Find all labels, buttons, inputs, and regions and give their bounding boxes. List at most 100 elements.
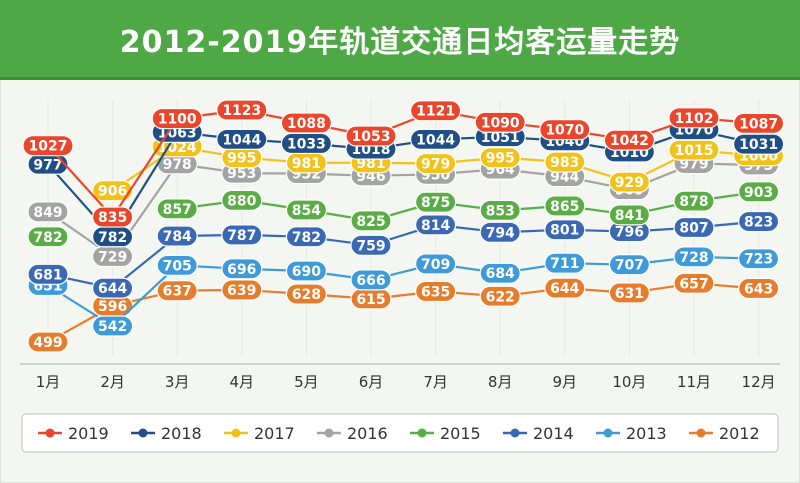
data-label: 1042 <box>610 133 649 149</box>
data-label: 857 <box>163 202 192 218</box>
data-point-marker <box>479 199 521 221</box>
data-point-marker <box>22 135 74 157</box>
data-point-marker <box>608 204 651 226</box>
x-tick-label: 11月 <box>677 373 711 391</box>
data-point-marker <box>345 125 397 147</box>
data-label: 782 <box>292 230 321 246</box>
x-tick-label: 4月 <box>230 373 255 391</box>
data-point-marker <box>415 152 457 175</box>
data-label: 979 <box>421 157 450 173</box>
data-label: 903 <box>744 185 773 201</box>
data-point-marker <box>544 277 586 299</box>
data-point-marker <box>544 219 586 241</box>
data-label: 1015 <box>675 143 714 159</box>
data-label: 854 <box>292 203 321 219</box>
legend: 2019 2018 2017 2016 2015 2014 2013 2012 <box>21 413 779 453</box>
data-label: 1102 <box>675 111 714 127</box>
data-point-marker <box>410 128 462 150</box>
data-point-marker <box>156 254 198 277</box>
x-tick-label: 7月 <box>423 373 448 391</box>
data-point-marker <box>91 180 134 202</box>
data-label: 906 <box>98 184 127 200</box>
data-label: 596 <box>98 299 127 315</box>
data-point-marker <box>608 171 651 193</box>
data-point-marker <box>479 146 521 169</box>
legend-item-2018: 2018 <box>131 424 202 443</box>
data-label: 729 <box>98 249 127 265</box>
data-point-marker <box>415 280 457 303</box>
data-point-marker <box>737 181 780 203</box>
data-label: 1024 <box>158 140 197 156</box>
data-label: 995 <box>486 151 515 167</box>
data-label: 794 <box>486 225 515 241</box>
data-label: 1087 <box>739 116 778 132</box>
data-label: 1031 <box>739 137 778 153</box>
data-label: 787 <box>227 228 256 244</box>
data-point-marker <box>216 99 268 121</box>
data-point-marker <box>221 279 263 301</box>
x-tick-label: 8月 <box>488 373 513 391</box>
series-2014: 681 644 784 787 782 759 814 794 801 796 807 823 <box>27 210 780 299</box>
data-point-marker <box>156 280 198 302</box>
data-label: 1027 <box>29 139 68 155</box>
data-point-marker <box>221 189 263 211</box>
data-point-marker <box>221 224 263 246</box>
legend-label: 2019 <box>68 424 109 443</box>
legend-item-2012: 2012 <box>689 424 760 443</box>
data-label: 1063 <box>158 125 197 141</box>
data-label: 853 <box>486 203 515 219</box>
data-point-marker <box>732 133 785 155</box>
x-tick-label: 2月 <box>100 373 125 391</box>
x-tick-label: 3月 <box>165 373 190 391</box>
data-label: 880 <box>227 193 256 209</box>
x-tick-label: 5月 <box>294 373 319 391</box>
legend-marker <box>696 428 706 438</box>
data-point-marker <box>27 201 69 223</box>
data-label: 1123 <box>222 103 261 119</box>
data-point-marker <box>608 254 651 276</box>
legend-marker <box>417 428 427 438</box>
legend-marker <box>603 428 613 438</box>
x-tick-label: 12月 <box>742 373 776 391</box>
data-label: 696 <box>227 262 256 278</box>
series-2015: 782 857 880 854 825 875 853 865 841 878 903 <box>27 181 780 248</box>
data-point-marker <box>479 285 521 307</box>
legend-item-2016: 2016 <box>317 424 388 443</box>
data-label: 929 <box>615 175 644 191</box>
legend-marker <box>231 428 241 438</box>
legend-item-2015: 2015 <box>410 424 481 443</box>
data-point-marker <box>410 100 462 122</box>
data-label: 628 <box>292 287 321 303</box>
data-label: 705 <box>163 258 192 274</box>
data-label: 707 <box>615 258 644 274</box>
data-label: 782 <box>33 230 62 246</box>
data-point-marker <box>737 210 780 233</box>
data-label: 1053 <box>352 129 391 145</box>
data-label: 657 <box>679 276 708 292</box>
data-point-marker <box>608 282 651 304</box>
data-point-marker <box>603 129 656 151</box>
data-point-marker <box>285 283 327 305</box>
legend-label: 2018 <box>161 424 202 443</box>
data-label: 981 <box>356 156 385 172</box>
legend-label: 2012 <box>719 424 760 443</box>
data-point-marker <box>156 198 198 220</box>
data-point-marker <box>544 151 586 173</box>
series-line <box>47 282 759 343</box>
data-label: 709 <box>421 257 450 273</box>
data-point-marker <box>91 315 134 337</box>
series-2012: 499 596 637 639 628 615 635 622 644 631 657 643 <box>27 272 780 353</box>
data-label: 711 <box>550 256 579 272</box>
data-label: 807 <box>679 220 708 236</box>
data-label: 637 <box>163 284 192 300</box>
data-point-marker <box>415 191 457 213</box>
data-point-marker <box>415 214 457 236</box>
data-point-marker <box>544 195 586 217</box>
data-label: 643 <box>744 281 773 297</box>
data-point-marker <box>350 210 392 232</box>
legend-label: 2013 <box>626 424 667 443</box>
